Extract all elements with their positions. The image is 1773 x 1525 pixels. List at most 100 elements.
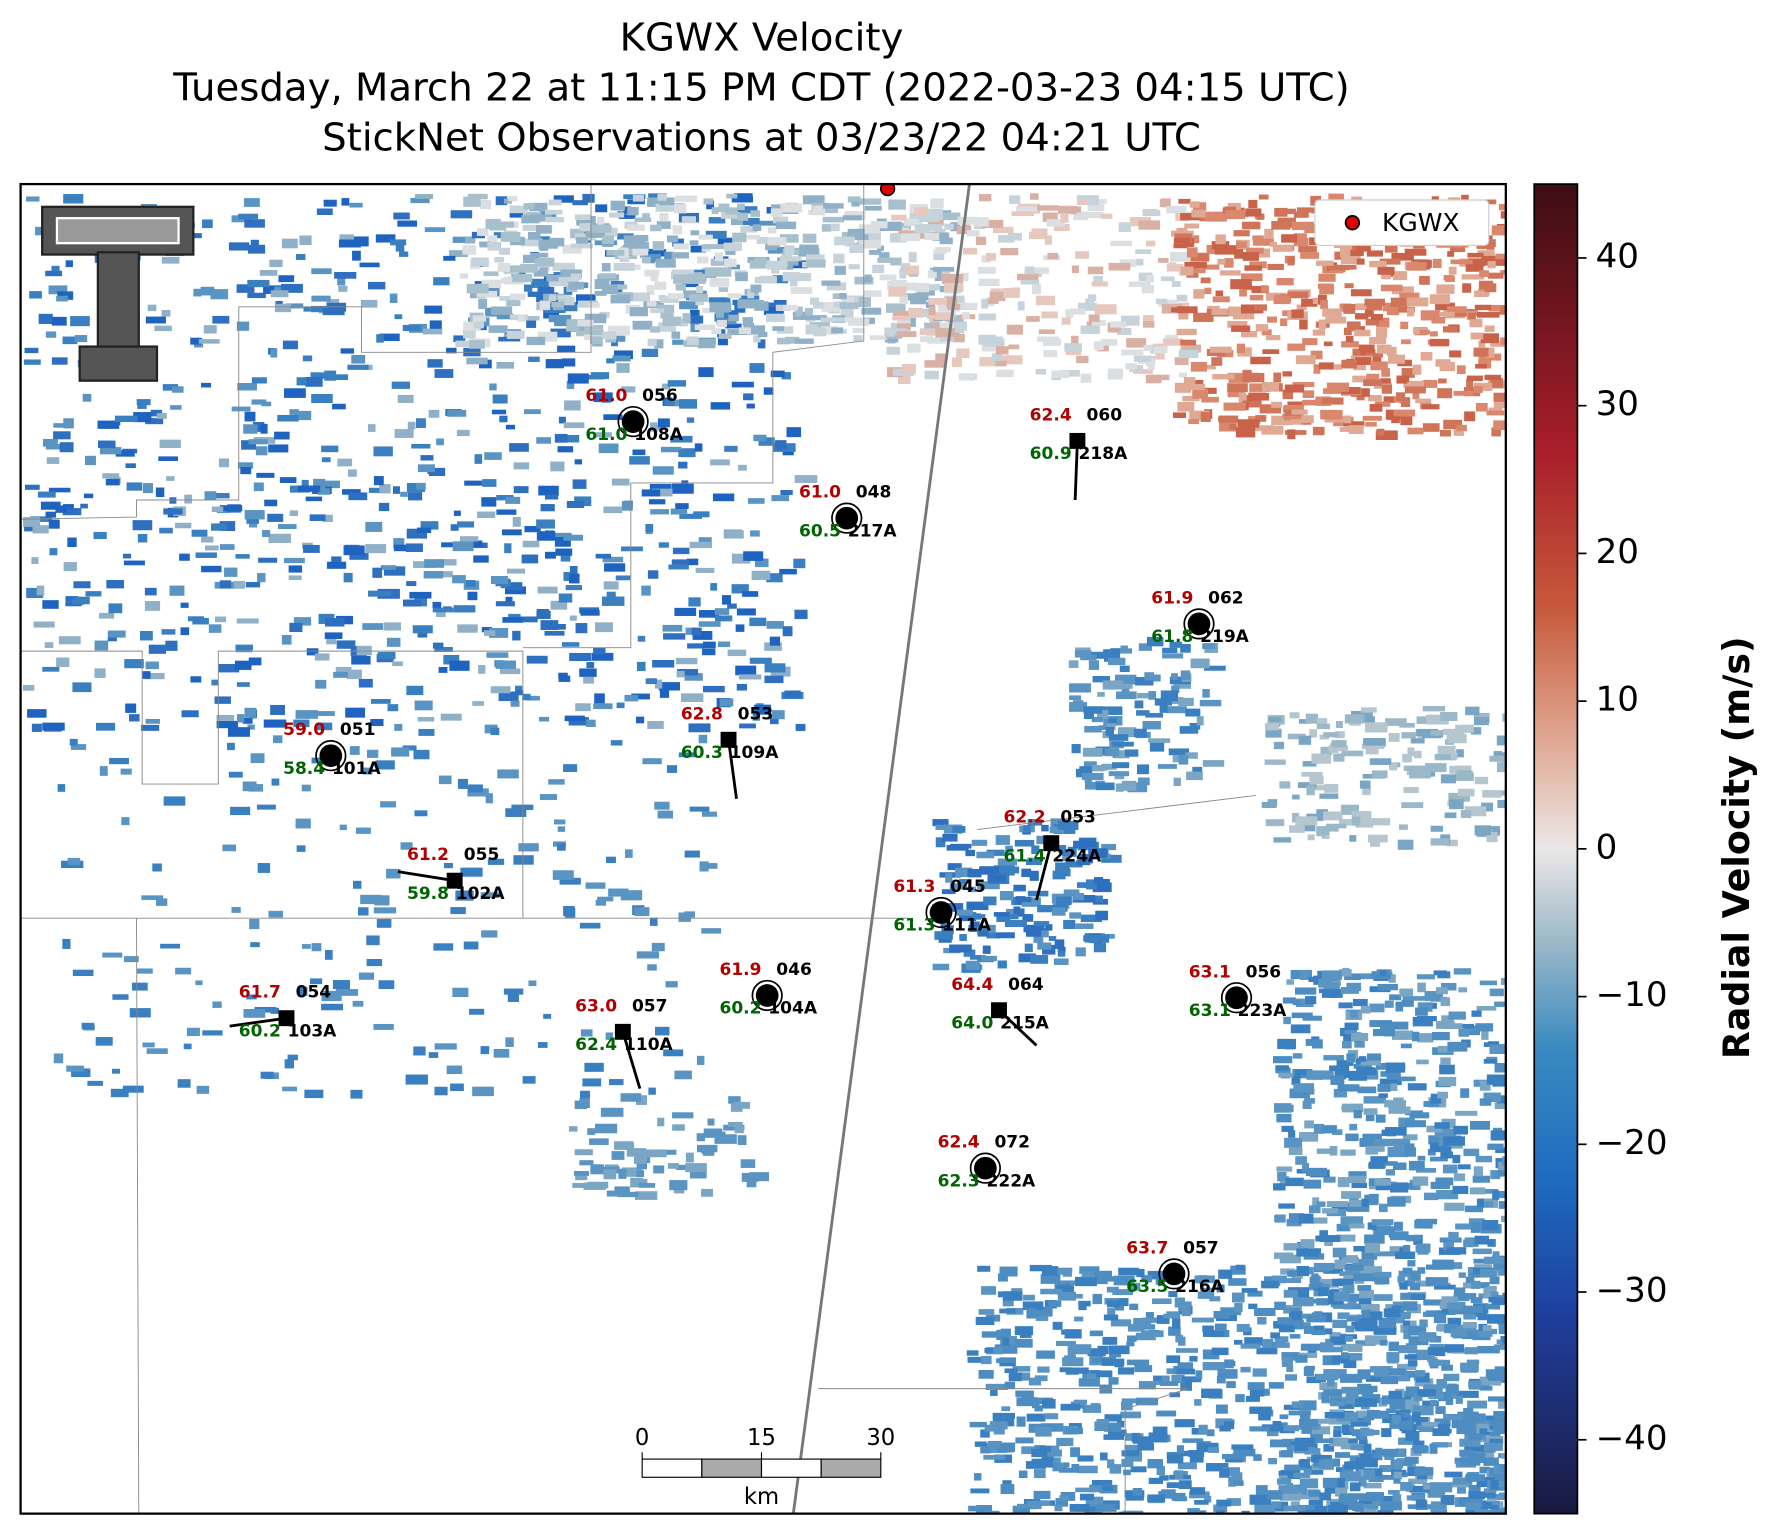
echo [594, 693, 605, 704]
echo [1343, 304, 1356, 314]
echo [583, 676, 594, 684]
echo [1385, 718, 1407, 726]
echo [1214, 1323, 1227, 1332]
echo [472, 1086, 494, 1097]
echo [1031, 228, 1048, 239]
echo [716, 308, 724, 318]
echo [97, 420, 120, 429]
echo [227, 742, 235, 751]
echo [1367, 1053, 1382, 1061]
echo [995, 835, 1010, 845]
echo [1301, 1426, 1312, 1434]
echo [599, 273, 617, 279]
echo [1332, 1247, 1347, 1258]
echo [1174, 1419, 1195, 1428]
echo [1355, 241, 1371, 252]
echo [1464, 411, 1476, 422]
echo [802, 261, 811, 268]
echo [368, 281, 386, 290]
county-line [818, 1388, 1188, 1514]
echo [1314, 1325, 1325, 1331]
echo [1220, 1307, 1242, 1316]
echo [1274, 1336, 1289, 1343]
echo [561, 642, 580, 647]
echo [1361, 1198, 1369, 1208]
echo [989, 291, 1006, 302]
echo [471, 257, 489, 267]
echo [1059, 1367, 1072, 1373]
echo [1033, 933, 1044, 943]
echo [1282, 371, 1292, 377]
echo [1230, 1265, 1246, 1275]
station-marker [974, 1156, 997, 1180]
echo [670, 435, 693, 443]
echo [1401, 339, 1411, 345]
echo [921, 224, 943, 232]
echo [753, 434, 767, 442]
echo [717, 337, 728, 346]
echo [1470, 1272, 1481, 1278]
echo [1480, 1429, 1500, 1436]
echo [1341, 256, 1361, 265]
echo [847, 228, 865, 236]
echo [1353, 1246, 1374, 1252]
echo [1345, 1325, 1355, 1333]
echo [934, 274, 949, 282]
echo [1216, 1499, 1232, 1507]
echo [453, 510, 461, 516]
echo [1389, 1398, 1406, 1409]
echo [1468, 1453, 1486, 1464]
echo [1202, 689, 1210, 698]
echo [505, 586, 527, 595]
echo [227, 727, 250, 737]
echo [1095, 910, 1109, 921]
echo [1365, 352, 1383, 358]
echo [1430, 1501, 1442, 1507]
echo [490, 306, 513, 315]
echo [1204, 665, 1226, 671]
echo [997, 960, 1007, 969]
echo [329, 562, 343, 569]
echo [1190, 362, 1207, 372]
echo [1478, 340, 1486, 348]
echo [1369, 1003, 1385, 1013]
echo [1444, 1344, 1465, 1353]
echo [219, 521, 236, 531]
echo [772, 326, 785, 331]
echo [1449, 799, 1464, 810]
echo [1049, 826, 1065, 834]
colorbar-tick-label: 10 [1596, 680, 1639, 720]
echo [1370, 1500, 1389, 1507]
echo [802, 233, 817, 243]
echo [1397, 839, 1414, 850]
echo [946, 296, 958, 307]
echo [380, 565, 397, 570]
echo [1055, 1498, 1069, 1507]
echo [1460, 809, 1472, 818]
echo [632, 194, 644, 202]
echo [1064, 1329, 1082, 1339]
echo [1402, 1134, 1418, 1141]
echo [1308, 1490, 1321, 1497]
echo [1435, 1406, 1446, 1415]
echo [1365, 318, 1380, 326]
echo [1051, 907, 1066, 916]
station-marker [1225, 986, 1248, 1010]
echo [941, 273, 964, 285]
echo [1415, 1377, 1430, 1383]
echo [1037, 905, 1060, 913]
echo [1427, 1491, 1442, 1498]
echo [486, 652, 509, 658]
temperature: 61.2 [407, 845, 449, 865]
echo [1037, 942, 1052, 950]
echo [1446, 839, 1458, 847]
echo [990, 288, 1007, 295]
echo [311, 268, 332, 275]
echo [1321, 397, 1332, 404]
echo [981, 344, 996, 352]
echo [701, 928, 722, 934]
echo [1401, 802, 1424, 809]
echo [162, 384, 179, 391]
echo [566, 319, 588, 327]
echo [1474, 1509, 1494, 1514]
